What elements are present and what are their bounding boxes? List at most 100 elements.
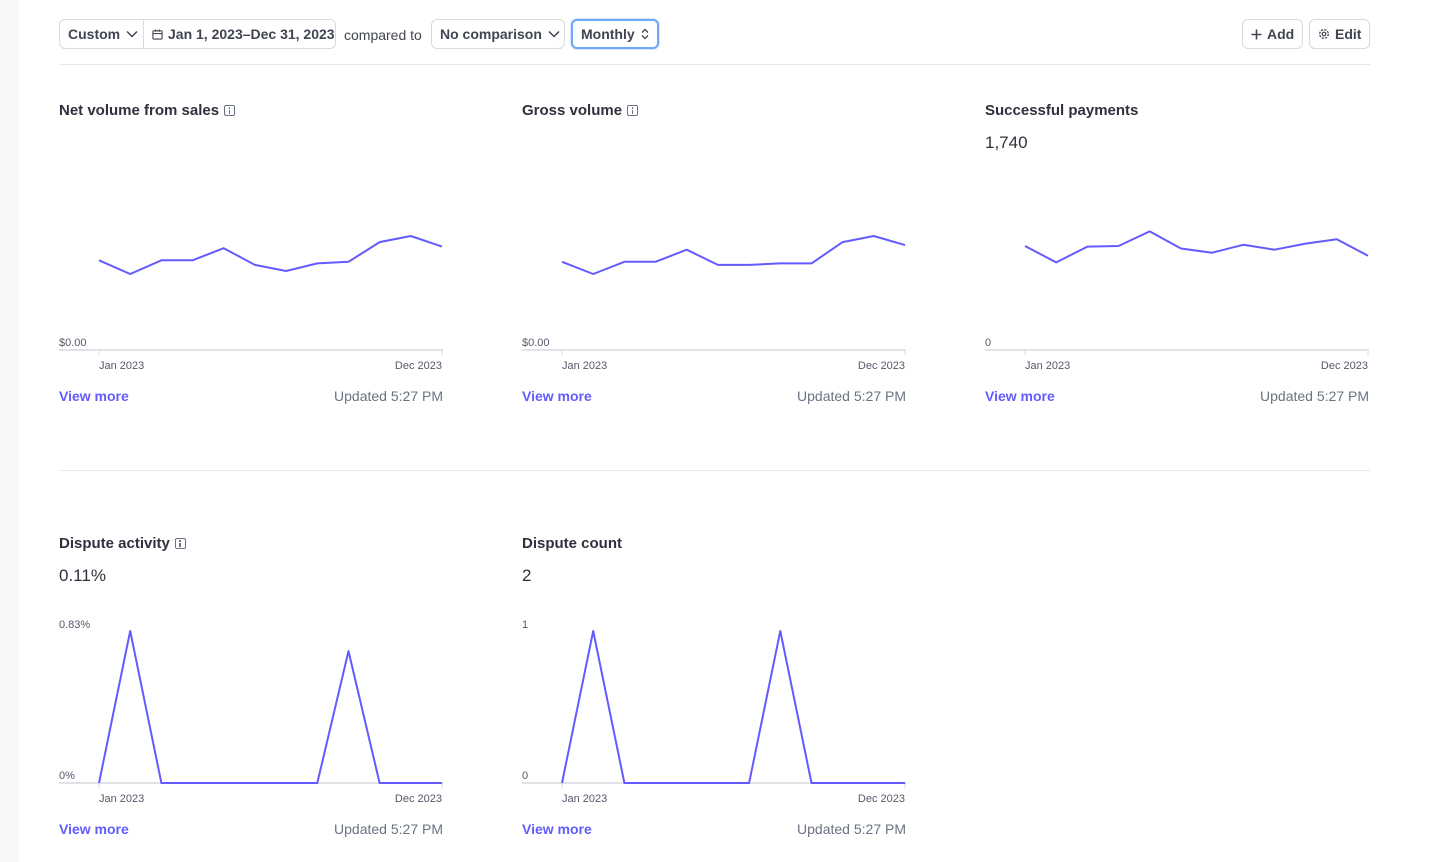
comparison-label: No comparison (440, 26, 542, 42)
card-title-text: Successful payments (985, 102, 1139, 119)
view-more-link[interactable]: View more (522, 821, 592, 837)
data-point (377, 781, 382, 786)
data-point (747, 262, 752, 267)
data-point (1334, 237, 1339, 242)
data-point (653, 259, 658, 264)
data-point (1210, 250, 1215, 255)
card-value: 0.11% (59, 566, 106, 585)
date-range-picker[interactable]: Jan 1, 2023–Dec 31, 2023 (143, 19, 336, 49)
row-divider (59, 470, 1370, 471)
edit-button[interactable]: Edit (1309, 19, 1370, 49)
data-point (1147, 229, 1152, 234)
card-value: 1,740 (985, 133, 1028, 152)
chart-card-dispute-activity: Dispute activity 0.11% 0% 0.83% Jan 2023 De… (59, 535, 443, 845)
chart-card-gross-volume: Gross volume $0.00 Jan 2023 Dec 2023 View … (522, 102, 906, 412)
edit-label: Edit (1335, 26, 1362, 42)
data-point (440, 781, 445, 786)
data-point (190, 781, 195, 786)
x-axis-end-label: Dec 2023 (858, 793, 905, 805)
x-axis-end-label: Dec 2023 (395, 360, 442, 372)
data-point (903, 243, 908, 248)
data-point (97, 258, 102, 263)
data-point (128, 272, 133, 277)
data-point (128, 629, 133, 634)
series-line (98, 630, 442, 784)
card-title: Successful payments (985, 102, 1138, 119)
data-point (1366, 253, 1371, 258)
gear-icon (1319, 29, 1329, 39)
data-point (622, 259, 627, 264)
chart-card-net-volume: Net volume from sales $0.00 Jan 2023 Dec 2… (59, 102, 443, 412)
card-title: Gross volume (522, 102, 639, 119)
updated-text: Updated 5:27 PM (1260, 388, 1369, 404)
card-title-text: Gross volume (522, 102, 623, 119)
view-more-link[interactable]: View more (985, 388, 1055, 404)
view-more-link[interactable]: View more (59, 821, 129, 837)
data-point (871, 234, 876, 239)
x-axis-start-label: Jan 2023 (1025, 360, 1070, 372)
add-button[interactable]: Add (1242, 19, 1303, 49)
line-chart: 0 Jan 2023 Dec 2023 (985, 229, 1371, 372)
line-chart: $0.00 Jan 2023 Dec 2023 (59, 234, 443, 372)
card-title: Dispute activity (59, 535, 186, 552)
y-axis-max-label: 0.83% (59, 619, 90, 631)
x-axis-start-label: Jan 2023 (562, 793, 607, 805)
chevron-down-icon (126, 30, 138, 38)
data-point (1272, 247, 1277, 252)
data-point (159, 781, 164, 786)
data-point (653, 781, 658, 786)
data-point (284, 781, 289, 786)
y-axis-min-label: 0 (985, 337, 991, 349)
x-axis-start-label: Jan 2023 (562, 360, 607, 372)
date-range-label: Jan 1, 2023–Dec 31, 2023 (168, 26, 335, 42)
updated-text: Updated 5:27 PM (797, 388, 906, 404)
chevron-up-down-icon (641, 28, 649, 40)
data-point (715, 781, 720, 786)
interval-select[interactable]: Monthly (571, 19, 659, 49)
comparison-dropdown[interactable]: No comparison (431, 19, 565, 49)
x-axis-start-label: Jan 2023 (99, 793, 144, 805)
left-rail (0, 0, 19, 862)
view-more-link[interactable]: View more (522, 388, 592, 404)
data-point (809, 781, 814, 786)
x-axis-end-label: Dec 2023 (395, 793, 442, 805)
data-point (560, 259, 565, 264)
data-point (871, 781, 876, 786)
card-title: Net volume from sales (59, 102, 236, 119)
range-preset-dropdown[interactable]: Custom (59, 19, 144, 49)
plus-icon (1251, 29, 1262, 39)
data-point (315, 261, 320, 266)
interval-label: Monthly (581, 26, 635, 42)
data-point (408, 234, 413, 239)
y-axis-max-label: 1 (522, 619, 528, 631)
data-point (560, 781, 565, 786)
data-point (1085, 244, 1090, 249)
data-point (1116, 244, 1121, 249)
data-point (377, 240, 382, 245)
info-icon[interactable] (224, 105, 236, 116)
series-line (98, 235, 443, 275)
line-chart: 0 1 Jan 2023 Dec 2023 (522, 619, 906, 805)
view-more-link[interactable]: View more (59, 388, 129, 404)
range-preset-label: Custom (68, 26, 121, 42)
calendar-icon (152, 28, 163, 40)
card-title-text: Dispute count (522, 535, 622, 552)
filter-toolbar: Custom Jan 1, 2023–Dec 31, 2023 compared… (59, 18, 1370, 50)
card-title-text: Net volume from sales (59, 102, 220, 119)
line-chart: $0.00 Jan 2023 Dec 2023 (522, 234, 908, 372)
info-icon[interactable] (174, 538, 186, 549)
data-point (252, 262, 257, 267)
data-point (190, 258, 195, 263)
data-point (809, 261, 814, 266)
y-axis-min-label: 0 (522, 770, 528, 782)
series-line (1024, 230, 1369, 264)
x-axis-end-label: Dec 2023 (858, 360, 905, 372)
card-value: 2 (522, 566, 532, 585)
info-icon[interactable] (627, 105, 639, 116)
x-axis-end-label: Dec 2023 (1321, 360, 1368, 372)
updated-text: Updated 5:27 PM (334, 388, 443, 404)
data-point (346, 259, 351, 264)
data-point (840, 240, 845, 245)
series-line (561, 630, 905, 784)
data-point (221, 781, 226, 786)
